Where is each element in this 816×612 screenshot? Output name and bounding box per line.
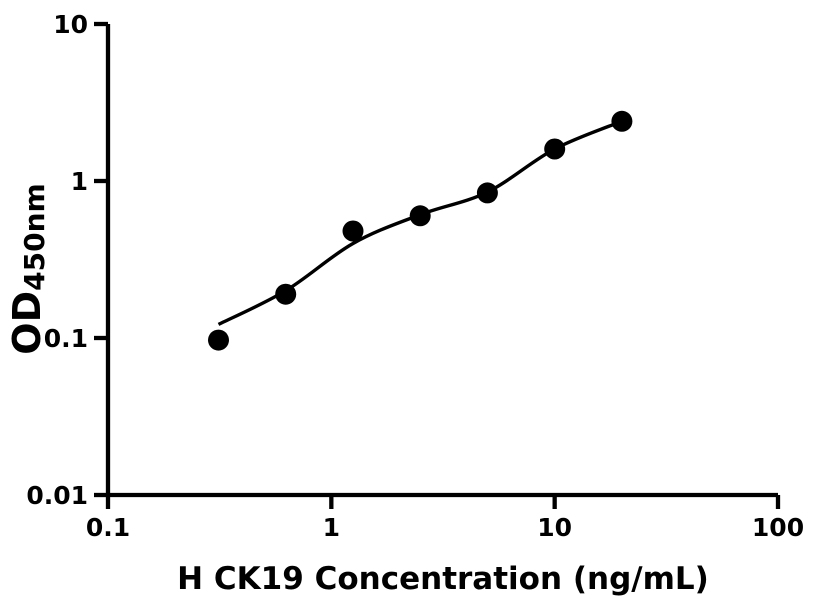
y-axis-title: OD450nm	[5, 183, 51, 354]
x-tick-label-0.1: 0.1	[86, 513, 130, 542]
data-point-1	[208, 329, 229, 351]
x-tick-label-1: 1	[323, 513, 340, 542]
x-tick-label-10: 10	[537, 513, 572, 542]
data-point-3	[342, 220, 364, 242]
data-point-2	[275, 283, 297, 305]
y-tick-label-1: 1	[71, 167, 88, 196]
plot-area: 0.1 1 10 100 0.01 0.1 1 10	[26, 10, 804, 542]
y-tick-label-0.01: 0.01	[26, 481, 88, 510]
data-point-4	[409, 205, 431, 227]
x-axis-title: H CK19 Concentration (ng/mL)	[177, 561, 709, 597]
y-tick-label-10: 10	[53, 10, 88, 39]
data-point-5	[476, 182, 498, 204]
y-tick-label-0.1: 0.1	[44, 324, 88, 353]
data-point-6	[544, 138, 566, 160]
axis-spine	[105, 24, 778, 498]
data-point-7	[611, 110, 633, 132]
y-axis-title-subscript: 450nm	[18, 183, 51, 291]
y-axis-title-main: OD	[5, 291, 49, 355]
x-tick-label-100: 100	[752, 513, 804, 542]
